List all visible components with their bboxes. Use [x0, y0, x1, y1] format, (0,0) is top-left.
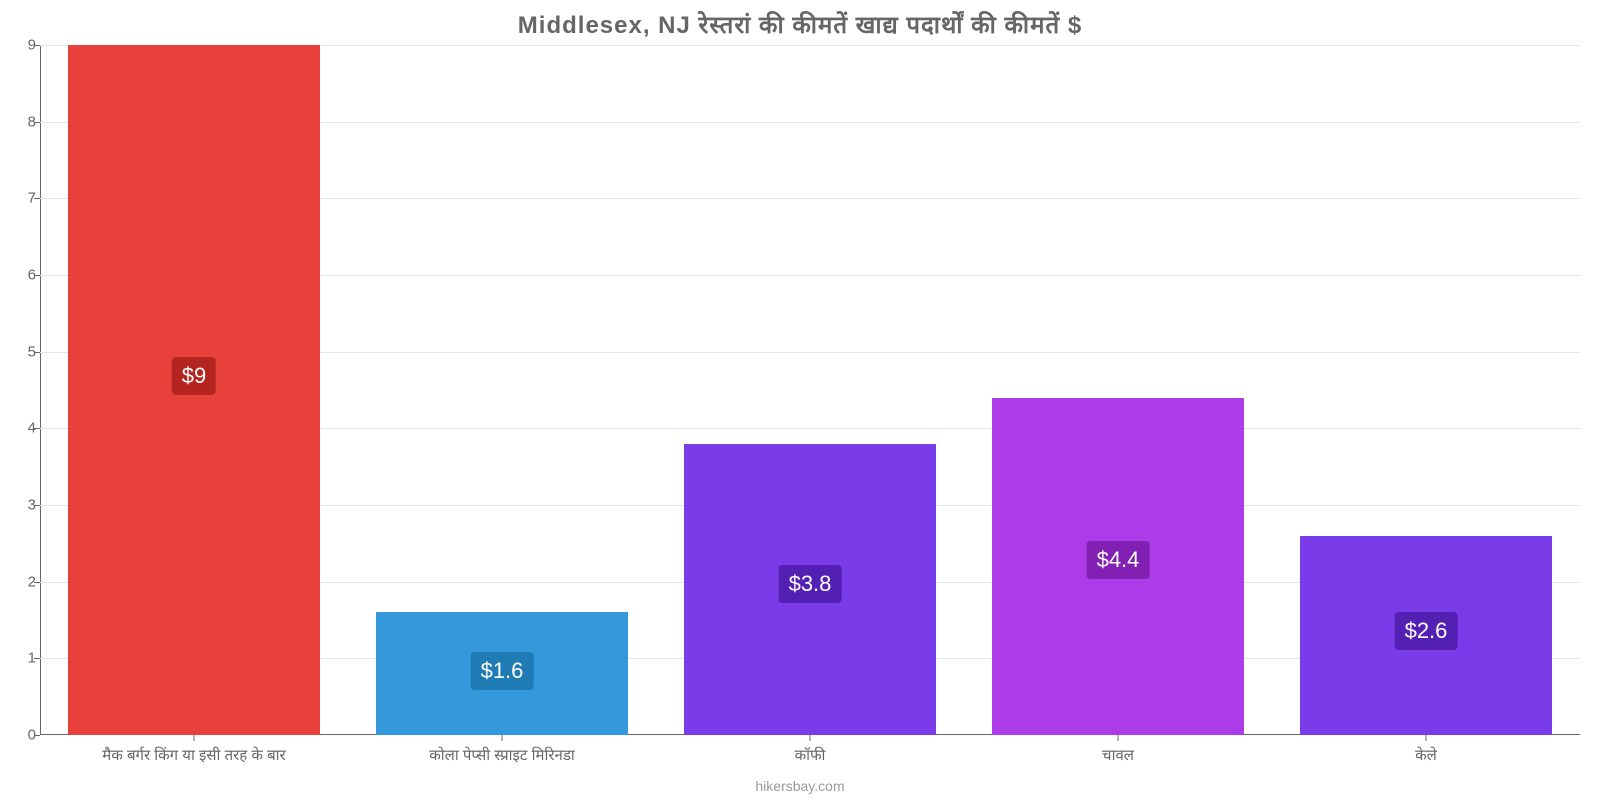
- bar-value-label: $1.6: [471, 652, 534, 690]
- ytick-label: 9: [12, 37, 36, 54]
- y-axis: [40, 45, 41, 735]
- xtick-mark: [810, 735, 811, 741]
- xtick-mark: [1426, 735, 1427, 741]
- credit-text: hikersbay.com: [0, 778, 1600, 794]
- xtick-label: केले: [1415, 745, 1437, 765]
- ytick-label: 5: [12, 343, 36, 360]
- bar-value-label: $2.6: [1395, 612, 1458, 650]
- chart-title: Middlesex, NJ रेस्तरां की कीमतें खाद्य प…: [0, 8, 1600, 41]
- ytick-label: 0: [12, 727, 36, 744]
- xtick-mark: [1118, 735, 1119, 741]
- xtick-label: कॉफी: [795, 745, 826, 765]
- ytick-label: 3: [12, 497, 36, 514]
- ytick-label: 1: [12, 650, 36, 667]
- bar-value-label: $4.4: [1087, 541, 1150, 579]
- xtick-label: कोला पेप्सी स्प्राइट मिरिनडा: [429, 745, 575, 765]
- xtick-mark: [502, 735, 503, 741]
- price-bar-chart: Middlesex, NJ रेस्तरां की कीमतें खाद्य प…: [0, 0, 1600, 800]
- xtick-mark: [194, 735, 195, 741]
- plot-area: 0123456789$9मैक बर्गर किंग या इसी तरह के…: [40, 45, 1580, 735]
- bar-value-label: $3.8: [779, 565, 842, 603]
- xtick-label: मैक बर्गर किंग या इसी तरह के बार: [102, 745, 285, 765]
- ytick-label: 4: [12, 420, 36, 437]
- xtick-label: चावल: [1102, 745, 1134, 765]
- bar-value-label: $9: [172, 357, 216, 395]
- ytick-label: 7: [12, 190, 36, 207]
- ytick-label: 8: [12, 113, 36, 130]
- ytick-label: 6: [12, 267, 36, 284]
- ytick-label: 2: [12, 573, 36, 590]
